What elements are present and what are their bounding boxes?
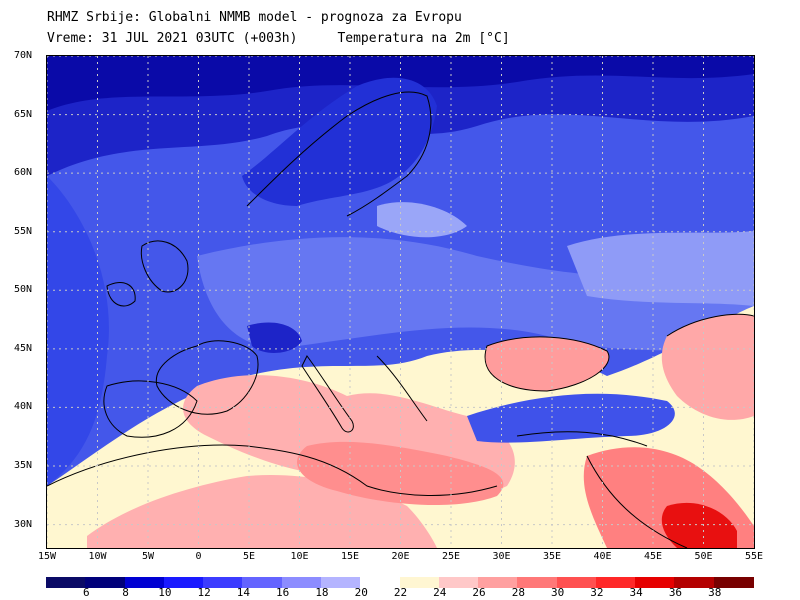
colorbar-segment — [281, 577, 322, 588]
lat-label: 65N — [14, 108, 33, 120]
lon-label: 10W — [88, 551, 107, 562]
colorbar-segment — [360, 577, 401, 588]
colorbar-label: 24 — [433, 586, 447, 599]
lat-label: 40N — [14, 401, 33, 413]
scandinavia-field — [242, 77, 437, 206]
colorbar-label: 30 — [550, 586, 565, 599]
lat-label: 30N — [14, 518, 33, 530]
colorbar-segment — [242, 577, 283, 588]
lon-label: 35E — [542, 551, 562, 562]
colorbar-label: 16 — [276, 586, 290, 599]
valid-time: Vreme: 31 JUL 2021 03UTC (+003h) — [47, 31, 298, 46]
colorbar — [46, 577, 754, 588]
pale-band-field — [377, 202, 467, 238]
map-subtitle: Vreme: 31 JUL 2021 03UTC (+003h) Temperat… — [47, 31, 510, 46]
coastlines — [47, 91, 754, 548]
colorbar-segment — [46, 577, 86, 588]
atlantic-field — [47, 176, 109, 486]
lon-label: 10E — [290, 551, 309, 562]
central-europe-field — [197, 237, 754, 356]
lat-label: 45N — [14, 342, 33, 354]
gulf-hot-field — [661, 502, 737, 548]
colorbar-label: 18 — [315, 586, 329, 599]
colorbar-label: 36 — [668, 586, 683, 599]
lat-label: 35N — [14, 460, 33, 471]
colorbar-label: 32 — [590, 586, 604, 599]
lon-label: 50E — [694, 551, 713, 562]
lat-label: 55N — [14, 225, 33, 237]
colorbar-segment — [635, 577, 676, 588]
colorbar-label: 26 — [472, 586, 486, 599]
gridlines — [47, 56, 754, 548]
lon-label: 0 — [195, 551, 202, 562]
temperature-map — [46, 55, 755, 549]
colorbar-label: 22 — [393, 586, 408, 599]
anatolia-cold-field — [467, 393, 675, 443]
colorbar-label: 38 — [708, 586, 722, 599]
lat-label: 70N — [14, 50, 33, 61]
colorbar-segment — [713, 577, 754, 588]
colorbar-label: 14 — [236, 586, 250, 599]
med-red-field — [297, 441, 504, 506]
field-name: Temperatura na 2m [°C] — [337, 31, 510, 46]
colorbar-segment — [595, 577, 636, 588]
colorbar-label: 34 — [629, 586, 643, 599]
lat-label: 50N — [14, 284, 33, 296]
colorbar-segment — [438, 577, 479, 588]
colorbar-segment — [674, 577, 715, 588]
colorbar-label: 12 — [197, 586, 211, 599]
lon-label: 15E — [340, 551, 360, 562]
alps-cold-field — [247, 322, 302, 353]
lon-label: 40E — [593, 551, 612, 562]
lon-label: 5W — [141, 551, 155, 562]
lon-label: 30E — [492, 551, 511, 562]
colorbar-label: 20 — [354, 586, 368, 599]
lon-label: 20E — [391, 551, 410, 562]
colorbar-segment — [556, 577, 597, 588]
lon-label: 5E — [242, 551, 256, 562]
colorbar-segment — [320, 577, 361, 588]
colorbar-label: 6 — [82, 586, 90, 599]
colorbar-segment — [85, 577, 126, 588]
colorbar-segment — [163, 577, 204, 588]
colorbar-segment — [478, 577, 519, 588]
colorbar-segment — [124, 577, 165, 588]
colorbar-label: 8 — [122, 586, 129, 599]
caspian-field — [661, 314, 754, 420]
colorbar-segment — [517, 577, 558, 588]
lon-label: 45E — [643, 551, 663, 562]
colorbar-segment — [399, 577, 440, 588]
lon-label: 25E — [441, 551, 461, 562]
colorbar-label: 28 — [511, 586, 525, 599]
lat-label: 60N — [14, 167, 33, 179]
colorbar-label: 10 — [158, 586, 172, 599]
map-title: RHMZ Srbije: Globalni NMMB model - progn… — [47, 10, 462, 25]
lon-label: 15W — [37, 551, 57, 562]
lon-label: 55E — [744, 551, 764, 562]
east-pale-field — [567, 231, 754, 306]
colorbar-segment — [203, 577, 244, 588]
black-sea-field — [485, 336, 609, 391]
